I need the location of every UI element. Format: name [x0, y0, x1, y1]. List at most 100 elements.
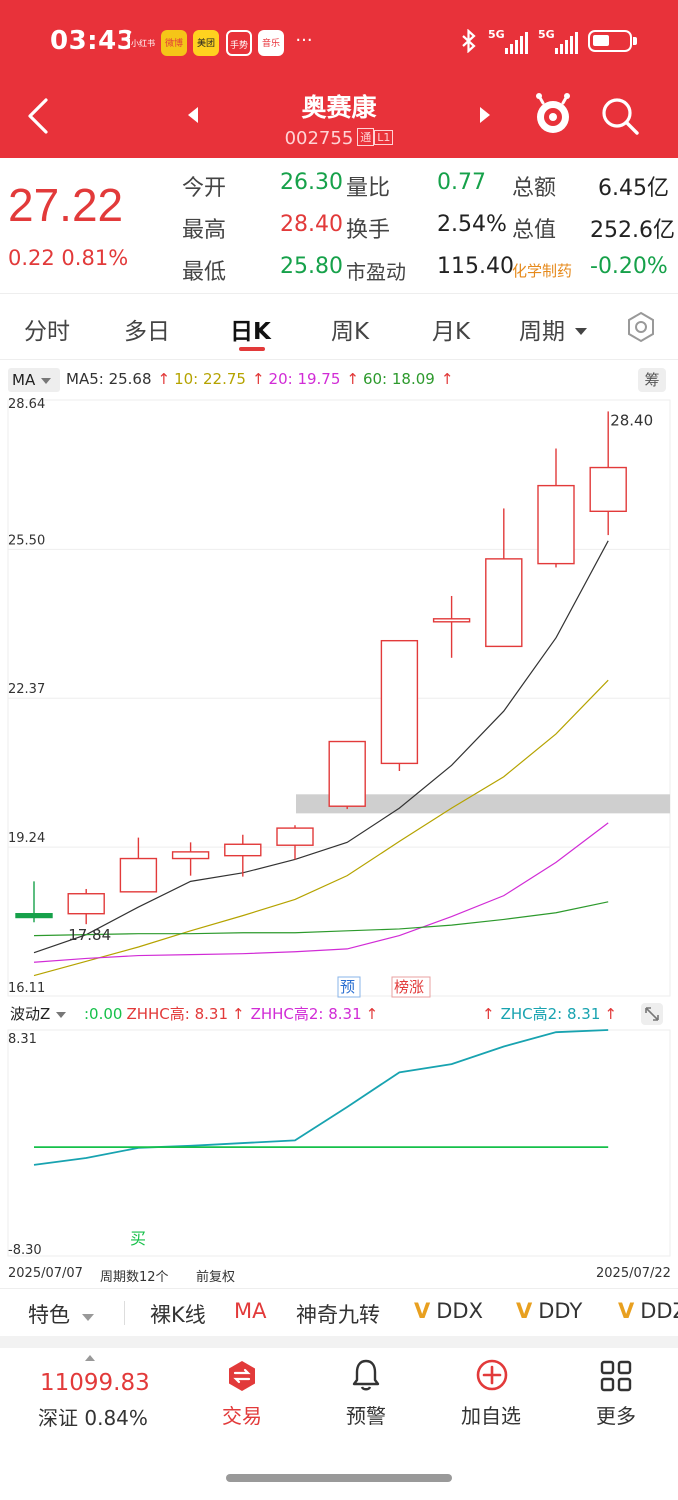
y-tick-label: 25.50 [8, 533, 45, 548]
candle[interactable] [485, 508, 523, 648]
quote-label: 最高 [182, 218, 227, 243]
candle-body [485, 558, 523, 648]
indicator-selector[interactable]: 波动Z [10, 1003, 67, 1024]
candle[interactable] [328, 740, 366, 810]
up-arrow-icon: ↑ [346, 370, 359, 388]
tab-period[interactable]: 周期 [519, 312, 588, 346]
search-icon[interactable] [598, 94, 642, 138]
tab-monthly-k[interactable]: 月K [432, 319, 471, 345]
candle-body [432, 618, 471, 623]
index-value[interactable]: 11099.83 [40, 1370, 150, 1396]
quote-label: 总额 [512, 176, 557, 201]
expand-up-icon[interactable] [84, 1354, 96, 1362]
next-stock-icon[interactable] [474, 104, 494, 126]
price-zone-band [296, 794, 670, 814]
candle[interactable] [67, 888, 105, 925]
candle[interactable] [589, 411, 627, 536]
separator [0, 1336, 678, 1348]
nav-alert[interactable]: 预警 [316, 1348, 416, 1448]
expand-icon[interactable] [640, 1002, 664, 1026]
tab-daily-k[interactable]: 日K [230, 319, 271, 345]
signal-icon: 5G [538, 28, 578, 54]
weibo-icon: 微博 [161, 30, 187, 56]
ma-button[interactable]: MA [234, 1299, 267, 1323]
special-indicators-button[interactable]: 特色 [28, 1299, 95, 1329]
ma-legend-item: 20: 19.75 [268, 370, 341, 388]
forecast-marker [337, 976, 361, 998]
magic-nine-button[interactable]: 神奇九转 [296, 1303, 380, 1327]
music-icon: 音乐 [258, 30, 284, 56]
candle[interactable] [537, 448, 575, 568]
quote-value: 26.30 [280, 170, 343, 195]
candle[interactable] [224, 834, 262, 877]
low-price-label: 17.84 [68, 926, 111, 944]
indicator-y-tick-label: 8.31 [8, 1032, 37, 1047]
quote-value: 25.80 [280, 254, 343, 279]
y-tick-label: 16.11 [8, 981, 45, 996]
quote-label: 量比 [346, 176, 391, 201]
k-line-chart-area: MA MA5: 25.68 ↑ 10: 22.75 ↑ 20: 19.75 ↑ 60: 18… [0, 360, 678, 1288]
ma-line-60 [33, 901, 609, 937]
adjust-mode[interactable]: 前复权 [196, 1270, 236, 1285]
home-indicator[interactable] [226, 1474, 452, 1482]
candle[interactable] [171, 842, 210, 876]
zhc-line [33, 1029, 609, 1166]
prev-stock-icon[interactable] [184, 104, 204, 126]
naked-k-button[interactable]: 裸K线 [150, 1303, 206, 1327]
candle[interactable] [119, 837, 158, 893]
ma-selector[interactable]: MA [8, 368, 60, 392]
indicator-legend-item: ZHC高2: 8.31 [500, 1005, 601, 1023]
candle-body [119, 857, 158, 893]
top-bar: 03:43 小红书 微博 美团 手势 音乐 ··· 5G 5G [0, 0, 678, 158]
chip-distribution-button[interactable]: 筹 [638, 368, 666, 392]
ma-legend-item: 60: 18.09 [362, 370, 435, 388]
status-time: 03:43 [50, 26, 136, 56]
candle[interactable] [432, 595, 471, 658]
nav-add-watchlist[interactable]: 加自选 [441, 1348, 541, 1448]
status-bar: 03:43 小红书 微博 美团 手势 音乐 ··· 5G 5G [0, 0, 678, 84]
caret-down-icon [40, 378, 51, 384]
nav-more[interactable]: 更多 [566, 1348, 666, 1448]
tab-intraday[interactable]: 分时 [24, 319, 70, 345]
stock-code: 002755 [284, 128, 354, 149]
current-price: 27.22 [8, 179, 124, 231]
battery-icon [588, 30, 637, 52]
indicator-legend-item: :0.00 [84, 1005, 123, 1023]
nav-trade[interactable]: 交易 [192, 1348, 292, 1448]
mascot-icon[interactable] [530, 92, 576, 138]
caret-down-icon [575, 328, 588, 335]
xiaohongshu-icon: 小红书 [130, 30, 156, 56]
caret-down-icon [56, 1012, 67, 1018]
candle-body [537, 484, 575, 565]
ddz-button[interactable]: VDDZ [618, 1299, 678, 1323]
grid-icon [600, 1360, 632, 1392]
index-name[interactable]: 深证 0.84% [38, 1406, 148, 1430]
candle[interactable] [276, 825, 314, 860]
stock-code-row: 002755 通 L1 [0, 128, 678, 149]
ma-line-10 [33, 679, 609, 977]
tab-multi-day[interactable]: 多日 [124, 319, 170, 345]
settings-icon[interactable] [624, 310, 658, 344]
quote-value: 115.40 [437, 254, 514, 279]
candlestick-chart[interactable]: 28.64 25.50 22.37 19.24 16.11 28.40 17.84 预 榜涨 8.… [0, 360, 678, 1288]
ddy-button[interactable]: V DDY [516, 1299, 583, 1323]
ddx-button[interactable]: V DDX [414, 1299, 483, 1323]
candle[interactable] [15, 881, 53, 923]
back-icon[interactable] [20, 94, 60, 138]
candle[interactable] [380, 639, 419, 772]
tab-weekly-k[interactable]: 周K [331, 319, 370, 345]
quote-value: 2.54% [437, 212, 507, 237]
bluetooth-icon [462, 29, 476, 53]
buy-signal-label: 买 [130, 1229, 146, 1248]
high-price-label: 28.40 [610, 411, 653, 429]
board-marker [391, 976, 431, 998]
candle-body [276, 827, 314, 846]
forecast-marker-label: 预 [340, 978, 355, 996]
quote-label[interactable]: 化学制药 [512, 262, 573, 280]
divider [124, 1301, 125, 1325]
price-change: 0.22 0.81% [8, 246, 129, 270]
quote-label: 市盈动 [346, 260, 406, 284]
indicator-frame [7, 1029, 671, 1257]
y-tick-label: 22.37 [8, 682, 45, 697]
